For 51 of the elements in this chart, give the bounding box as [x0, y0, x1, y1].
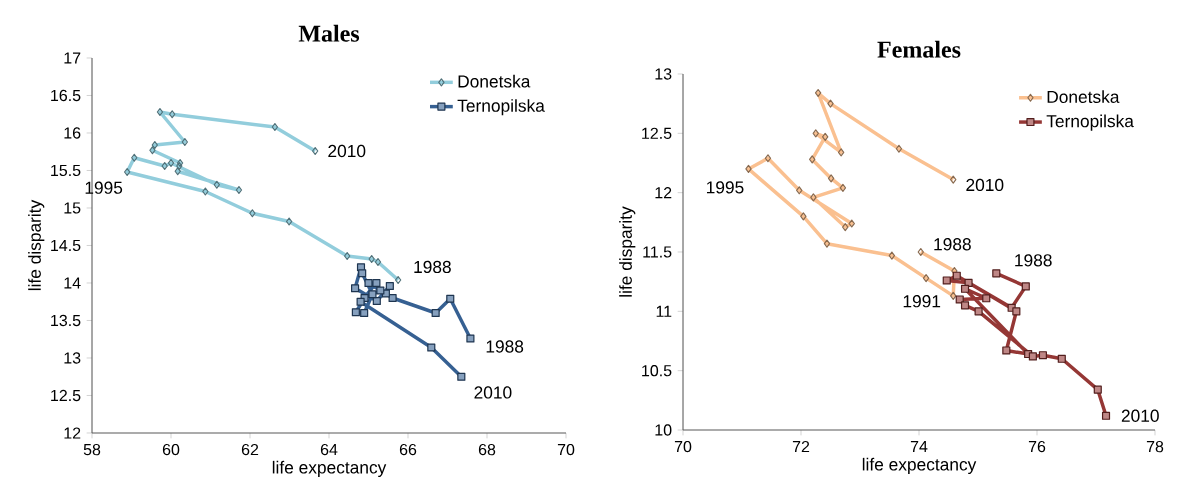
- y-tick-label: 16: [64, 127, 81, 139]
- x-axis-title: life expectancy: [272, 460, 387, 478]
- y-tick-label: 15: [64, 202, 81, 214]
- y-tick-label: 15.5: [51, 164, 81, 177]
- y-tick-label: 13: [655, 68, 672, 80]
- y-tick-label: 12.5: [51, 389, 81, 402]
- y-tick-label: 16.5: [51, 89, 81, 102]
- legend-label: Ternopilska: [1046, 114, 1134, 131]
- y-tick-label: 14: [64, 277, 81, 289]
- y-tick-label: 10: [655, 424, 672, 436]
- y-tick-label: 17: [64, 52, 81, 64]
- annotation: 2010: [474, 386, 512, 399]
- y-tick-label: 13.5: [51, 314, 81, 327]
- y-axis-title: life disparity: [28, 199, 45, 291]
- annotation: 2010: [1121, 409, 1159, 422]
- y-axis-title: life disparity: [619, 206, 636, 297]
- legend-label: Ternopilska: [457, 99, 545, 116]
- annotation: 1988: [414, 260, 451, 274]
- x-tick-label: 70: [674, 440, 692, 453]
- y-tick-label: 14.5: [51, 239, 81, 252]
- annotation: 1988: [486, 340, 524, 353]
- annotation: 1988: [1015, 254, 1052, 267]
- annotation: 2010: [966, 178, 1004, 192]
- annotation: 1995: [85, 181, 123, 194]
- x-tick-label: 74: [910, 440, 928, 452]
- x-tick-label: 64: [320, 443, 338, 456]
- annotation: 2010: [328, 144, 366, 158]
- x-tick-label: 70: [557, 443, 575, 456]
- y-tick-label: 11: [656, 305, 672, 317]
- x-tick-label: 78: [1146, 440, 1164, 453]
- y-tick-label: 12.5: [642, 127, 672, 139]
- x-axis-title: life expectancy: [862, 457, 977, 475]
- chart-title: Females: [877, 40, 961, 58]
- x-tick-label: 60: [162, 443, 180, 456]
- x-tick-label: 68: [478, 443, 496, 456]
- legend-label: Donetska: [458, 74, 531, 88]
- annotation: 1988: [934, 238, 971, 251]
- x-tick-label: 66: [399, 443, 417, 456]
- x-tick-label: 62: [241, 443, 259, 456]
- legend-label: Donetska: [1047, 90, 1120, 104]
- y-tick-label: 11.5: [643, 246, 672, 258]
- y-tick-label: 10.5: [642, 365, 672, 377]
- annotation: 1995: [706, 181, 744, 194]
- chart-title: Males: [298, 24, 360, 42]
- annotation: 1991: [903, 295, 941, 308]
- y-tick-label: 13: [64, 352, 81, 364]
- x-tick-label: 72: [792, 440, 810, 453]
- x-tick-label: 58: [83, 443, 101, 456]
- x-tick-label: 76: [1028, 440, 1046, 453]
- y-tick-label: 12: [64, 427, 81, 439]
- y-tick-label: 12: [655, 187, 672, 199]
